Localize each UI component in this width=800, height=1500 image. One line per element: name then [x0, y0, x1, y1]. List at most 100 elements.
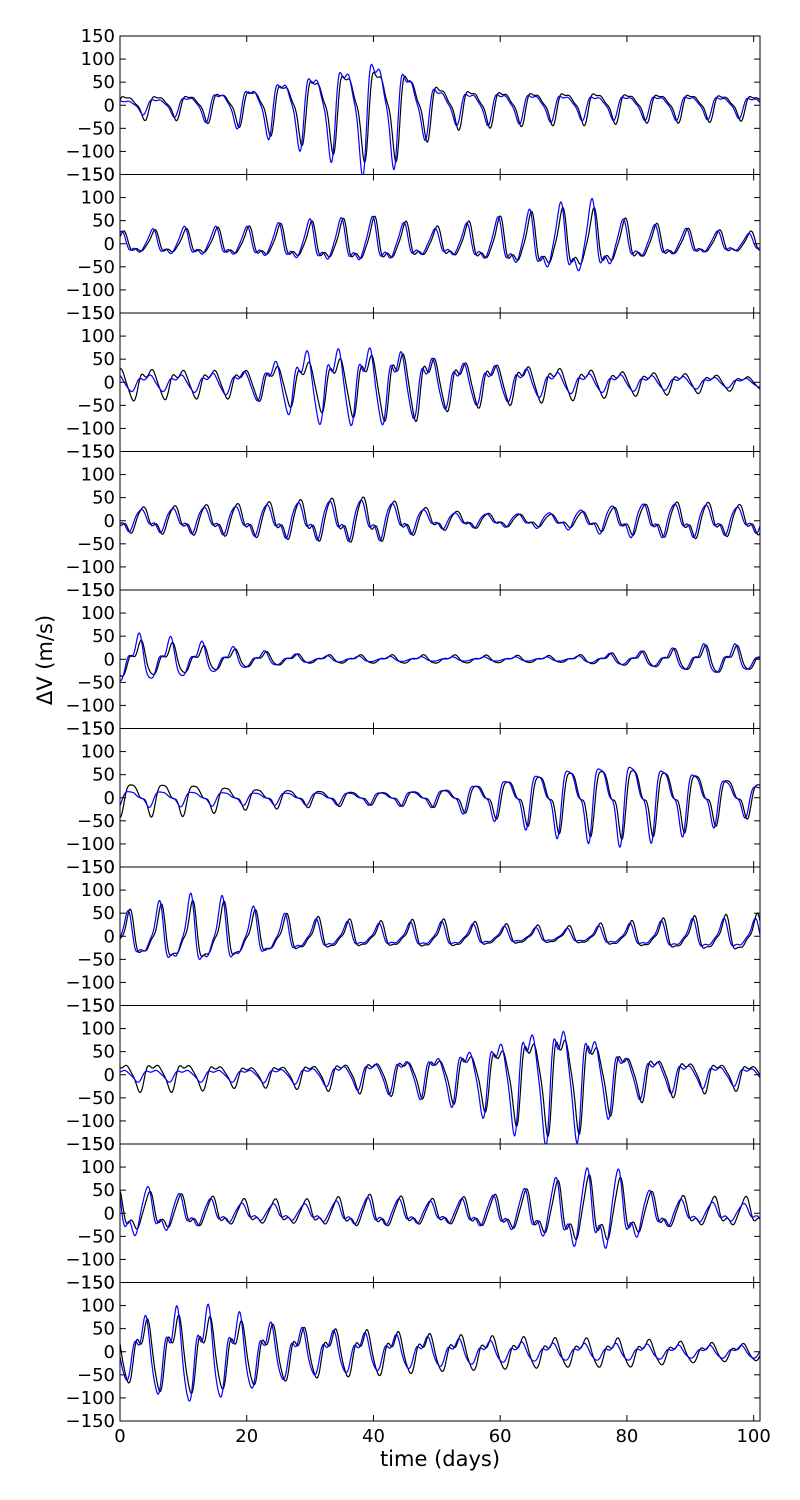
- y-tick-label: 100: [81, 465, 115, 486]
- y-tick-label: 150: [81, 303, 115, 324]
- y-tick-label: −100: [66, 418, 115, 439]
- y-tick-label: 100: [81, 742, 115, 763]
- y-tick-label: −50: [77, 1365, 115, 1386]
- y-tick-label: −150: [66, 165, 115, 186]
- y-tick-label: −150: [66, 580, 115, 601]
- y-tick-label: −150: [66, 1273, 115, 1294]
- y-tick-label: 0: [104, 1342, 115, 1363]
- y-tick-label: 50: [92, 626, 115, 647]
- panel-6-series-2-line: [120, 766, 760, 848]
- y-tick-label: 100: [81, 1157, 115, 1178]
- y-tick-label: 0: [104, 649, 115, 670]
- y-tick-label: 150: [81, 996, 115, 1017]
- panel-8-series-1-line: [120, 1039, 760, 1138]
- y-tick-label: 100: [81, 49, 115, 70]
- y-tick-label: 150: [81, 1273, 115, 1294]
- y-tick-label: 50: [92, 1319, 115, 1340]
- x-axis-label: time (days): [380, 1447, 500, 1471]
- y-tick-label: −50: [77, 1088, 115, 1109]
- panel-8-series-2-line: [120, 1030, 760, 1144]
- y-tick-label: −100: [66, 1111, 115, 1132]
- y-tick-label: 100: [81, 603, 115, 624]
- y-tick-label: 150: [81, 442, 115, 463]
- y-tick-label: 0: [104, 1203, 115, 1224]
- x-tick-label: 0: [114, 1426, 125, 1447]
- y-tick-label: 150: [81, 26, 115, 47]
- panel-9-series-1-line: [120, 1174, 760, 1241]
- y-tick-label: 0: [104, 511, 115, 532]
- y-tick-label: 50: [92, 765, 115, 786]
- y-tick-label: 50: [92, 903, 115, 924]
- x-tick-labels: 0 20 40 60 80 100: [114, 1426, 771, 1447]
- y-tick-label: 50: [92, 1042, 115, 1063]
- y-tick-label: −100: [66, 1388, 115, 1409]
- y-tick-label: 50: [92, 488, 115, 509]
- x-tick-label: 80: [615, 1426, 638, 1447]
- y-tick-label: −100: [66, 280, 115, 301]
- y-tick-label: −50: [77, 1226, 115, 1247]
- panel-6-frame: [119, 728, 761, 868]
- y-tick-label: −50: [77, 257, 115, 278]
- panel-10-frame: [119, 1282, 761, 1422]
- y-tick-label: 50: [92, 1180, 115, 1201]
- panel-10-series-1-line: [120, 1314, 760, 1395]
- panel-7-series-1-line: [120, 899, 760, 958]
- y-tick-label: −100: [66, 141, 115, 162]
- x-tick-label: 60: [489, 1426, 512, 1447]
- y-tick-label: −50: [77, 395, 115, 416]
- panel-4-frame: [119, 451, 761, 591]
- y-tick-label: 0: [104, 234, 115, 255]
- y-tick-label: 0: [104, 95, 115, 116]
- y-tick-label: 150: [81, 857, 115, 878]
- y-tick-label: 150: [81, 165, 115, 186]
- y-tick-label: 0: [104, 372, 115, 393]
- panel-1-series-2-line: [120, 63, 760, 175]
- x-tick-label: 20: [235, 1426, 258, 1447]
- y-tick-label: 100: [81, 1019, 115, 1040]
- y-tick-label: −50: [77, 949, 115, 970]
- y-axis-label: ΔV (m/s): [33, 615, 57, 705]
- panel-1-frame: [119, 35, 761, 175]
- y-tick-label: 100: [81, 188, 115, 209]
- y-tick-label: 50: [92, 349, 115, 370]
- y-tick-label: 100: [81, 880, 115, 901]
- y-tick-label: −100: [66, 834, 115, 855]
- y-tick-label: −50: [77, 672, 115, 693]
- panel-10-series-2-line: [120, 1303, 760, 1402]
- panel-3-series-1-line: [120, 353, 760, 423]
- panels-group: −150−100−50050100150−150−100−50050100150…: [66, 26, 761, 1432]
- y-tick-label: 0: [104, 788, 115, 809]
- y-tick-label: −150: [66, 857, 115, 878]
- y-tick-label: 50: [92, 211, 115, 232]
- y-tick-label: −100: [66, 1249, 115, 1270]
- y-tick-label: 100: [81, 326, 115, 347]
- y-tick-label: −100: [66, 695, 115, 716]
- panel-3-series-2-line: [120, 347, 760, 427]
- x-tick-label: 100: [736, 1426, 770, 1447]
- y-tick-label: 100: [81, 1296, 115, 1317]
- y-tick-label: −150: [66, 442, 115, 463]
- panel-4-series-2-line: [120, 499, 760, 542]
- x-tick-label: 40: [362, 1426, 385, 1447]
- panel-2-series-2-line: [120, 197, 760, 272]
- panel-1-series-1-line: [120, 71, 760, 164]
- y-tick-label: 150: [81, 580, 115, 601]
- panel-2-series-1-line: [120, 206, 760, 265]
- y-tick-label: −150: [66, 1411, 115, 1432]
- y-tick-label: −150: [66, 719, 115, 740]
- panel-6-series-1-line: [120, 770, 760, 841]
- y-tick-label: −150: [66, 303, 115, 324]
- y-tick-label: −100: [66, 972, 115, 993]
- y-tick-label: 150: [81, 1134, 115, 1155]
- y-tick-label: −50: [77, 118, 115, 139]
- y-tick-label: −100: [66, 557, 115, 578]
